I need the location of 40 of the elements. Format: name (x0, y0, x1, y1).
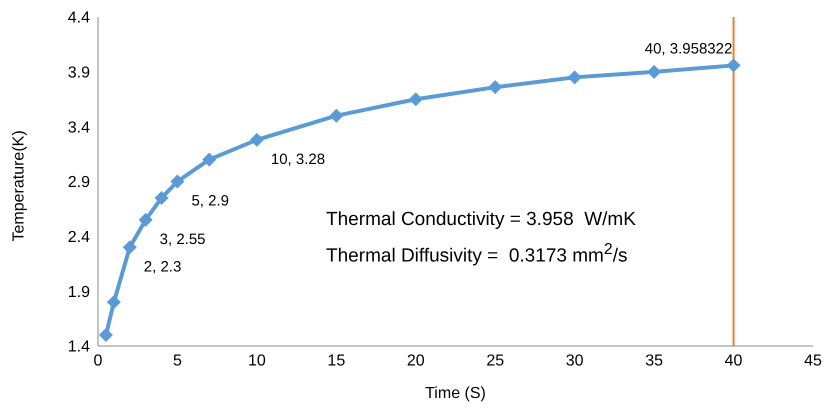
y-tick-label: 3.9 (68, 64, 90, 82)
x-tick-label: 25 (486, 352, 504, 370)
point (154, 190, 169, 205)
point (98, 328, 113, 342)
point (726, 58, 741, 72)
x-tick-label: 35 (645, 352, 664, 370)
y-tick-label: 4.4 (68, 10, 90, 27)
point (138, 212, 153, 227)
point (202, 152, 216, 167)
x-axis-title: Time (S) (425, 385, 486, 402)
point (329, 108, 344, 123)
x-tick-label: 5 (172, 352, 182, 370)
data-label: 10, 3.28 (270, 150, 326, 168)
x-tick-label: 40 (724, 352, 743, 370)
point (568, 70, 582, 84)
point (106, 295, 121, 310)
y-tick-label: 2.9 (68, 174, 90, 192)
point (488, 80, 502, 94)
y-tick-label: 2.4 (68, 229, 90, 246)
annotation: Thermal Conductivity = 3.958 W/mK (326, 208, 636, 232)
y-tick-label: 1.4 (68, 338, 90, 356)
data-label: 5, 2.9 (191, 192, 229, 210)
point (647, 64, 662, 79)
point (408, 92, 423, 106)
x-tick-label: 0 (94, 352, 103, 370)
point (122, 240, 137, 254)
x-tick-label: 15 (327, 352, 346, 370)
annotation: Thermal Diffusivity = 0.3173 mm$^{2}$/s (326, 240, 628, 268)
y-tick-label: 1.9 (68, 284, 90, 301)
x-tick-label: 20 (406, 352, 425, 370)
x-tick-label: 45 (804, 352, 822, 370)
point (170, 174, 184, 188)
x-tick-label: 30 (566, 352, 584, 370)
data-label: 3, 2.55 (160, 230, 206, 248)
y-axis-title: Temperature(K) (10, 130, 28, 242)
data-label: 40, 3.958322 (644, 40, 732, 58)
y-tick-label: 3.4 (68, 119, 90, 136)
point (250, 132, 264, 147)
x-tick-label: 10 (248, 352, 266, 370)
data-label: 2, 2.3 (144, 258, 182, 276)
